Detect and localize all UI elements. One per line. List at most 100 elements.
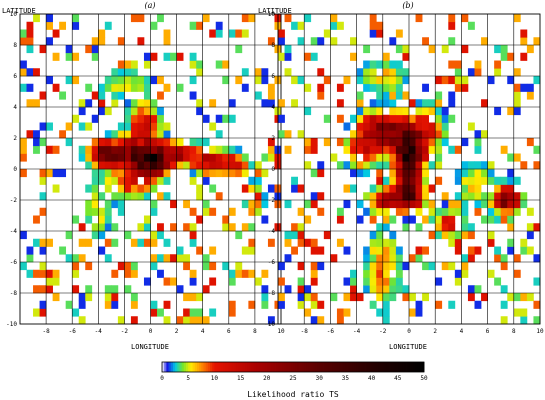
x-tick-label: -6 xyxy=(327,328,335,335)
ts-cell xyxy=(441,215,449,224)
ts-cell xyxy=(415,176,423,185)
ts-cell xyxy=(124,262,132,271)
ts-cell xyxy=(157,14,164,23)
ts-cell xyxy=(526,83,534,92)
ts-cell xyxy=(389,138,397,147)
ts-cell xyxy=(85,45,93,54)
ts-cell xyxy=(104,83,112,92)
ts-cell xyxy=(46,145,53,154)
ts-cell xyxy=(513,153,521,162)
ts-cell xyxy=(435,300,443,309)
ts-cell xyxy=(461,83,469,92)
ts-cell xyxy=(20,60,27,69)
ts-cell xyxy=(526,91,534,100)
ts-cell xyxy=(291,21,298,30)
ts-cell xyxy=(422,184,429,193)
ts-cell xyxy=(202,153,210,162)
ts-cell xyxy=(310,316,318,325)
ts-cell xyxy=(104,130,112,139)
ts-cell xyxy=(454,200,462,209)
colorbar-swatch xyxy=(166,362,169,372)
ts-cell xyxy=(150,184,158,193)
ts-cell xyxy=(189,176,197,185)
ts-cell xyxy=(33,138,40,147)
ts-cell xyxy=(222,114,230,123)
ts-cell xyxy=(441,76,449,85)
ts-cell xyxy=(500,300,508,309)
ts-cell xyxy=(124,122,132,131)
ts-cell xyxy=(363,192,371,201)
x-tick-label: 0 xyxy=(407,328,411,335)
ts-cell xyxy=(254,176,262,185)
ts-cell xyxy=(59,21,67,30)
ts-cell xyxy=(500,207,508,216)
ts-cell xyxy=(170,200,177,209)
ts-cell xyxy=(183,145,191,154)
colorbar-swatch xyxy=(332,362,335,372)
y-tick-label: 8 xyxy=(13,42,17,49)
ts-cell xyxy=(157,153,164,162)
ts-cell xyxy=(254,200,262,209)
ts-cell xyxy=(241,14,249,23)
ts-cell xyxy=(254,277,262,286)
ts-cell xyxy=(435,99,443,108)
ts-cell xyxy=(98,83,106,92)
ts-cell xyxy=(117,262,125,271)
ts-cell xyxy=(137,138,145,147)
panel-a-xlabel: LONGITUDE xyxy=(131,343,169,351)
ts-cell xyxy=(376,238,384,247)
ts-cell xyxy=(291,176,298,185)
colorbar-tick-label: 15 xyxy=(237,375,245,382)
ts-cell xyxy=(422,138,429,147)
colorbar-swatch xyxy=(421,362,425,372)
ts-cell xyxy=(382,68,390,77)
ts-cell xyxy=(467,285,475,294)
ts-cell xyxy=(39,176,47,185)
ts-cell xyxy=(117,176,125,185)
ts-cell xyxy=(261,200,269,209)
ts-cell xyxy=(284,200,292,209)
colorbar-swatch xyxy=(380,362,383,372)
ts-cell xyxy=(130,14,138,23)
ts-cell xyxy=(402,91,410,100)
ts-cell xyxy=(150,76,158,85)
ts-cell xyxy=(402,114,410,123)
ts-cell xyxy=(343,277,351,286)
panel-a: (a) LATITUDE LONGITUDE -8 -6 -4 -2 0 2 4 6 8 10 -… xyxy=(2,1,285,351)
colorbar-swatch xyxy=(188,362,191,372)
ts-cell xyxy=(91,161,99,170)
ts-cell xyxy=(500,52,508,61)
ts-cell xyxy=(428,99,436,108)
ts-cell xyxy=(72,14,80,23)
ts-cell xyxy=(448,114,456,123)
ts-cell xyxy=(356,215,364,224)
ts-cell xyxy=(363,277,371,286)
x-tick-label: 6 xyxy=(227,328,231,335)
colorbar-swatch xyxy=(216,362,220,372)
ts-cell xyxy=(409,153,416,162)
ts-cell xyxy=(124,169,132,178)
colorbar-swatch xyxy=(199,362,202,372)
ts-cell xyxy=(130,107,138,116)
ts-cell xyxy=(402,207,410,216)
ts-cell xyxy=(124,107,132,116)
ts-cell xyxy=(65,138,73,147)
ts-cell xyxy=(520,308,528,317)
ts-cell xyxy=(494,45,502,54)
ts-cell xyxy=(39,192,47,201)
ts-cell xyxy=(409,114,416,123)
ts-cell xyxy=(513,308,521,317)
colorbar-swatch xyxy=(253,362,257,372)
ts-cell xyxy=(461,192,469,201)
colorbar-swatch xyxy=(371,362,375,372)
colorbar-swatch xyxy=(391,362,394,372)
ts-cell xyxy=(124,231,132,240)
ts-cell xyxy=(111,130,119,139)
ts-cell xyxy=(98,192,106,201)
ts-cell xyxy=(222,262,230,271)
ts-cell xyxy=(228,269,236,278)
ts-cell xyxy=(137,83,145,92)
ts-cell xyxy=(467,176,475,185)
ts-cell xyxy=(46,76,53,85)
ts-cell xyxy=(241,184,249,193)
